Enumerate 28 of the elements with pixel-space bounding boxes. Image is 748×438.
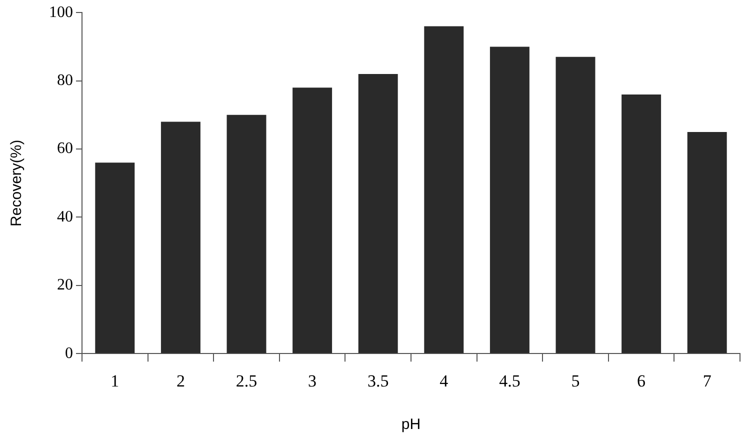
bar	[95, 162, 135, 354]
x-tick-label: 2.5	[236, 371, 258, 390]
bar	[358, 74, 398, 354]
y-tick-label: 80	[57, 72, 73, 90]
x-axis-title: pH	[401, 416, 421, 434]
y-tick-label: 60	[57, 140, 73, 158]
x-tick-label: 7	[702, 371, 712, 390]
y-tick-label: 0	[65, 344, 73, 362]
bar	[490, 46, 530, 354]
x-tick-label: 2	[176, 371, 185, 390]
x-tick-label: 3.5	[367, 371, 389, 390]
bar	[687, 132, 727, 354]
x-tick-label: 5	[571, 371, 580, 390]
x-tick-label: 4.5	[499, 371, 520, 390]
bar	[160, 122, 200, 354]
bar	[622, 94, 662, 354]
y-tick-label: 40	[57, 208, 73, 226]
bar	[292, 88, 332, 354]
bar	[424, 26, 464, 354]
y-axis-title: Recovery(%)	[8, 140, 26, 226]
bar	[556, 56, 596, 354]
x-tick-label: 6	[637, 371, 646, 390]
x-tick-label: 3	[308, 371, 317, 390]
bar	[226, 114, 266, 354]
x-tick-label: 4	[440, 371, 449, 390]
x-tick-label: 1	[110, 371, 120, 390]
y-tick-label: 20	[57, 276, 73, 294]
y-tick-label: 100	[49, 4, 73, 21]
